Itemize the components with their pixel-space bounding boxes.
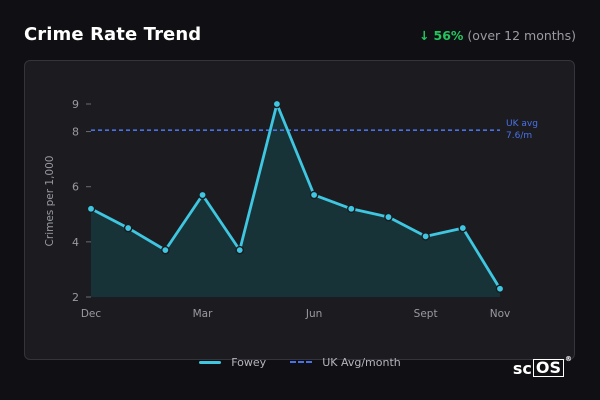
legend-swatch-uk-avg — [290, 361, 313, 363]
legend-item-fowey[interactable]: Fowey — [199, 356, 266, 369]
reference-label-line2: 7.6/m — [506, 131, 532, 141]
logo-prefix: sc — [512, 359, 532, 378]
data-point-apr — [235, 245, 245, 255]
chart-legend: Fowey UK Avg/month — [0, 352, 600, 372]
change-summary: ↓ 56% (over 12 months) — [419, 28, 576, 43]
data-point-jun — [309, 190, 319, 200]
data-point-nov — [495, 284, 505, 294]
legend-swatch-fowey — [199, 360, 222, 364]
y-tick-label-9: 9 — [72, 98, 79, 111]
change-percent: 56% — [433, 28, 464, 43]
x-tick-label-sept: Sept — [414, 308, 438, 320]
down-arrow-icon: ↓ — [419, 28, 430, 43]
x-tick-label-mar: Mar — [193, 308, 213, 320]
legend-label-uk-avg: UK Avg/month — [322, 355, 401, 369]
y-tick-label-2: 2 — [72, 291, 79, 304]
chart-title: Crime Rate Trend — [24, 24, 202, 45]
data-point-dec — [86, 204, 96, 214]
y-tick-label-8: 8 — [72, 126, 79, 139]
data-point-sept — [421, 232, 430, 241]
legend-item-uk-avg[interactable]: UK Avg/month — [290, 356, 401, 369]
x-tick-label-dec: Dec — [81, 308, 102, 320]
reference-label-line1: UK avg — [506, 119, 538, 129]
change-period: (over 12 months) — [467, 28, 576, 43]
data-point-jul — [346, 204, 356, 214]
data-point-may — [272, 99, 282, 109]
legend-label-fowey: Fowey — [231, 355, 267, 369]
data-point-aug — [384, 212, 393, 222]
data-point-mar — [198, 190, 207, 200]
scos-logo: sc OS ® — [512, 355, 572, 378]
data-point-jan — [123, 223, 133, 233]
logo-registered-mark: ® — [565, 355, 572, 363]
data-point-oct — [458, 223, 468, 233]
series-area-fowey — [91, 104, 500, 297]
series-line-fowey — [90, 102, 502, 290]
data-point-feb — [161, 245, 170, 255]
x-tick-label-nov: Nov — [490, 308, 511, 320]
x-tick-label-jun: Jun — [305, 308, 322, 320]
y-tick-label-4: 4 — [72, 236, 79, 249]
y-axis-label: Crimes per 1,000 — [44, 156, 56, 247]
logo-boxed: OS — [532, 359, 564, 377]
y-tick-label-6: 6 — [72, 181, 79, 194]
